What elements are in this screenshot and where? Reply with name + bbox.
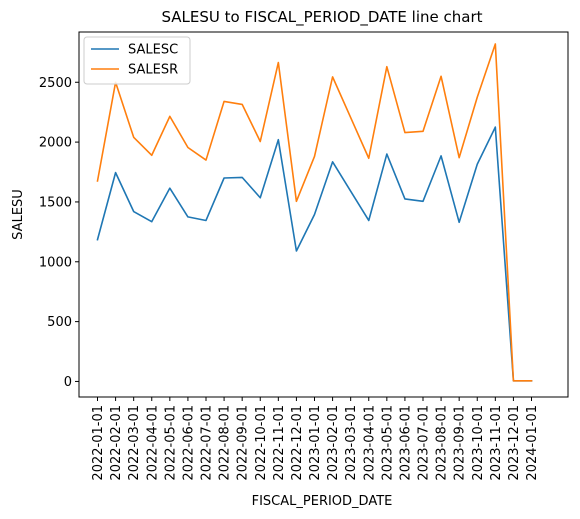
series-lines [98, 44, 532, 381]
x-tick-label: 2022-11-01 [272, 405, 287, 481]
x-tick-label: 2022-08-01 [218, 405, 233, 481]
y-tick-label: 1500 [39, 195, 72, 210]
x-tick-label: 2023-09-01 [453, 405, 468, 481]
legend-label: SALESR [128, 63, 178, 78]
x-tick-label: 2022-02-01 [109, 405, 124, 481]
plot-frame [79, 32, 568, 397]
legend-label: SALESC [128, 43, 178, 58]
x-tick-label: 2023-05-01 [380, 405, 395, 481]
series-line-salesc [98, 127, 532, 381]
x-tick-label: 2022-10-01 [254, 405, 269, 481]
x-tick-label: 2024-01-01 [525, 405, 540, 481]
legend: SALESC SALESR [84, 37, 190, 84]
x-tick-label: 2023-04-01 [362, 405, 377, 481]
y-tick-label: 2500 [39, 76, 72, 91]
x-tick-label: 2023-10-01 [471, 405, 486, 481]
x-axis: 2022-01-01 2022-02-01 2022-03-01 2022-04-01… [91, 397, 540, 481]
x-tick-label: 2023-12-01 [507, 405, 522, 481]
x-tick-label: 2023-02-01 [326, 405, 341, 481]
y-tick-label: 1000 [39, 255, 72, 270]
x-tick-label: 2023-06-01 [398, 405, 413, 481]
x-tick-label: 2022-07-01 [200, 405, 215, 481]
x-tick-label: 2022-09-01 [236, 405, 251, 481]
x-tick-label: 2022-04-01 [145, 405, 160, 481]
x-tick-label: 2022-12-01 [290, 405, 305, 481]
chart-title: SALESU to FISCAL_PERIOD_DATE line chart [161, 8, 482, 27]
y-tick-label: 500 [47, 315, 72, 330]
x-tick-label: 2022-01-01 [91, 405, 106, 481]
x-tick-label: 2023-03-01 [344, 405, 359, 481]
x-axis-label: FISCAL_PERIOD_DATE [252, 494, 393, 509]
x-tick-label: 2022-03-01 [127, 405, 142, 481]
plot-area-border [79, 32, 568, 397]
x-tick-label: 2022-05-01 [163, 405, 178, 481]
y-tick-label: 0 [64, 375, 72, 390]
y-axis: 0 500 1000 1500 2000 2500 [39, 76, 79, 390]
x-tick-label: 2023-11-01 [489, 405, 504, 481]
x-tick-label: 2022-06-01 [181, 405, 196, 481]
x-tick-label: 2023-01-01 [308, 405, 323, 481]
x-tick-label: 2023-08-01 [435, 405, 450, 481]
y-axis-label: SALESU [11, 189, 26, 240]
x-tick-label: 2023-07-01 [417, 405, 432, 481]
y-tick-label: 2000 [39, 136, 72, 151]
